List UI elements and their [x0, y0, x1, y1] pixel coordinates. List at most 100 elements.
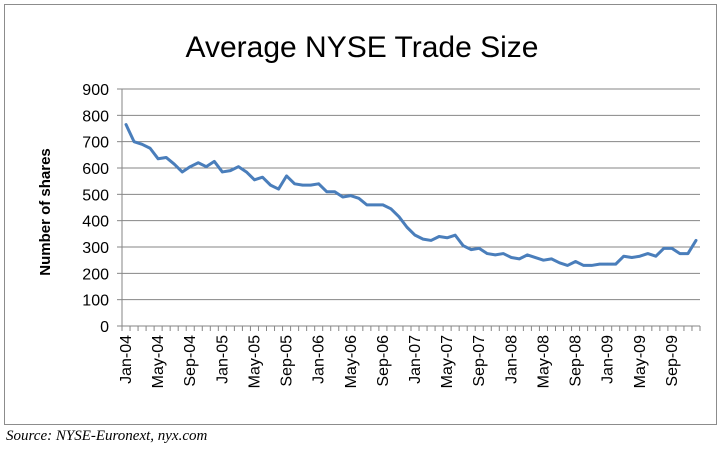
x-tick-label-May-07: May-07 — [439, 335, 456, 388]
x-tick-label-May-06: May-06 — [343, 335, 360, 388]
source-note: Source: NYSE-Euronext, nyx.com — [6, 428, 208, 444]
data-point-May-04 — [156, 157, 160, 160]
data-point-Jan-05 — [221, 170, 224, 174]
x-tick-label-Jan-07: Jan-07 — [407, 335, 424, 384]
data-point-Aug-08 — [566, 264, 569, 267]
data-point-Jul-08 — [558, 261, 561, 264]
data-point-Jun-08 — [550, 257, 553, 261]
y-tick-label-800: 800 — [82, 108, 109, 125]
data-point-Apr-08 — [534, 256, 537, 259]
chart-title: Average NYSE Trade Size — [186, 31, 539, 64]
data-point-Nov-08 — [590, 264, 593, 267]
data-point-Dec-06 — [405, 226, 409, 229]
data-point-Nov-06 — [397, 215, 401, 218]
data-point-May-05 — [253, 178, 256, 182]
data-point-Nov-09 — [686, 252, 690, 255]
data-point-Mar-07 — [429, 239, 433, 242]
data-point-Aug-05 — [277, 187, 280, 191]
y-tick-label-700: 700 — [82, 135, 109, 152]
data-point-Feb-07 — [421, 237, 425, 241]
x-tick-label-Sep-05: Sep-05 — [279, 335, 296, 387]
data-point-Aug-09 — [662, 247, 666, 250]
data-point-Jun-09 — [646, 252, 650, 255]
series-layer — [124, 123, 698, 267]
data-point-Mar-09 — [622, 255, 625, 258]
x-tick-label-May-09: May-09 — [632, 335, 649, 388]
data-point-Feb-04 — [132, 140, 136, 143]
data-point-Dec-09 — [694, 239, 698, 242]
data-point-Oct-07 — [486, 252, 489, 255]
series-line-0 — [124, 123, 698, 267]
data-point-Apr-07 — [437, 235, 441, 238]
line-chart: Average NYSE Trade Size 0 100 200 300 400 500… — [37, 31, 701, 388]
x-tick-label-Sep-06: Sep-06 — [375, 335, 392, 387]
x-tick-label-May-04: May-04 — [150, 335, 167, 388]
data-point-Mar-06 — [333, 190, 336, 193]
x-tick-label-Sep-04: Sep-04 — [182, 335, 199, 387]
data-point-Mar-08 — [526, 253, 529, 257]
gridlines — [122, 88, 700, 301]
data-point-Jul-05 — [269, 183, 272, 187]
data-point-Apr-05 — [245, 170, 248, 174]
data-point-Apr-04 — [148, 147, 152, 150]
data-point-Aug-07 — [470, 248, 473, 251]
data-point-Jan-07 — [413, 233, 417, 237]
data-point-Sep-08 — [574, 260, 577, 263]
data-point-Jun-05 — [261, 176, 264, 179]
data-point-Feb-06 — [325, 190, 328, 193]
data-point-Jan-09 — [606, 262, 609, 266]
data-point-Feb-05 — [229, 169, 232, 172]
data-point-Jan-04 — [124, 123, 128, 126]
x-tick-label-Jan-05: Jan-05 — [214, 335, 231, 384]
y-axis-ticks: 0 100 200 300 400 500 600 700 800 900 — [82, 82, 122, 336]
data-point-Jun-07 — [453, 233, 457, 237]
y-tick-label-500: 500 — [82, 187, 109, 204]
x-tick-label-Jan-04: Jan-04 — [118, 335, 135, 384]
x-tick-label-Sep-07: Sep-07 — [471, 335, 488, 387]
x-axis-ticks: Jan-04 May-04 Sep-04 Jan-05 May-05 Sep-05 Jan-… — [118, 326, 701, 388]
x-tick-label-May-05: May-05 — [246, 335, 263, 388]
y-tick-label-900: 900 — [82, 82, 109, 99]
data-point-May-09 — [638, 255, 641, 258]
data-point-Sep-06 — [381, 203, 385, 207]
data-point-Aug-06 — [373, 203, 377, 207]
data-point-Feb-08 — [518, 257, 521, 261]
data-point-Oct-09 — [678, 252, 682, 255]
x-tick-label-Jan-09: Jan-09 — [600, 335, 617, 384]
data-point-May-06 — [349, 194, 352, 197]
data-point-Oct-05 — [293, 182, 296, 185]
data-point-Nov-04 — [205, 165, 208, 168]
data-point-Sep-05 — [285, 174, 288, 178]
data-point-Jul-04 — [172, 162, 176, 166]
data-point-Dec-05 — [309, 183, 312, 187]
data-point-Dec-07 — [502, 252, 505, 255]
data-point-Jul-06 — [365, 203, 369, 207]
data-point-Feb-09 — [614, 262, 617, 266]
data-point-Nov-05 — [301, 183, 304, 187]
data-point-Sep-09 — [670, 247, 674, 250]
data-point-Sep-07 — [478, 247, 481, 250]
y-tick-label-600: 600 — [82, 161, 109, 178]
data-point-Oct-06 — [389, 207, 393, 211]
data-point-Jul-09 — [654, 255, 658, 258]
data-point-Mar-04 — [140, 143, 144, 146]
y-tick-label-100: 100 — [82, 293, 109, 310]
x-tick-label-Jan-08: Jan-08 — [503, 335, 520, 384]
x-tick-label-Jan-06: Jan-06 — [311, 335, 328, 384]
data-point-Sep-04 — [189, 165, 192, 168]
data-point-May-07 — [445, 236, 449, 239]
data-point-Jul-07 — [461, 244, 465, 247]
data-point-Apr-06 — [341, 195, 344, 199]
chart-frame: Average NYSE Trade Size 0 100 200 300 400 500… — [4, 4, 717, 425]
axes — [121, 89, 700, 327]
data-point-May-08 — [542, 258, 545, 262]
data-point-Nov-07 — [494, 253, 497, 257]
x-tick-label-Sep-09: Sep-09 — [664, 335, 681, 387]
data-point-Dec-04 — [213, 160, 216, 163]
data-point-Dec-08 — [598, 262, 601, 266]
data-point-Mar-05 — [237, 165, 240, 168]
data-point-Jun-06 — [357, 197, 361, 200]
data-point-Aug-04 — [181, 170, 184, 174]
data-point-Jun-04 — [164, 156, 168, 159]
data-point-Oct-08 — [582, 264, 585, 267]
